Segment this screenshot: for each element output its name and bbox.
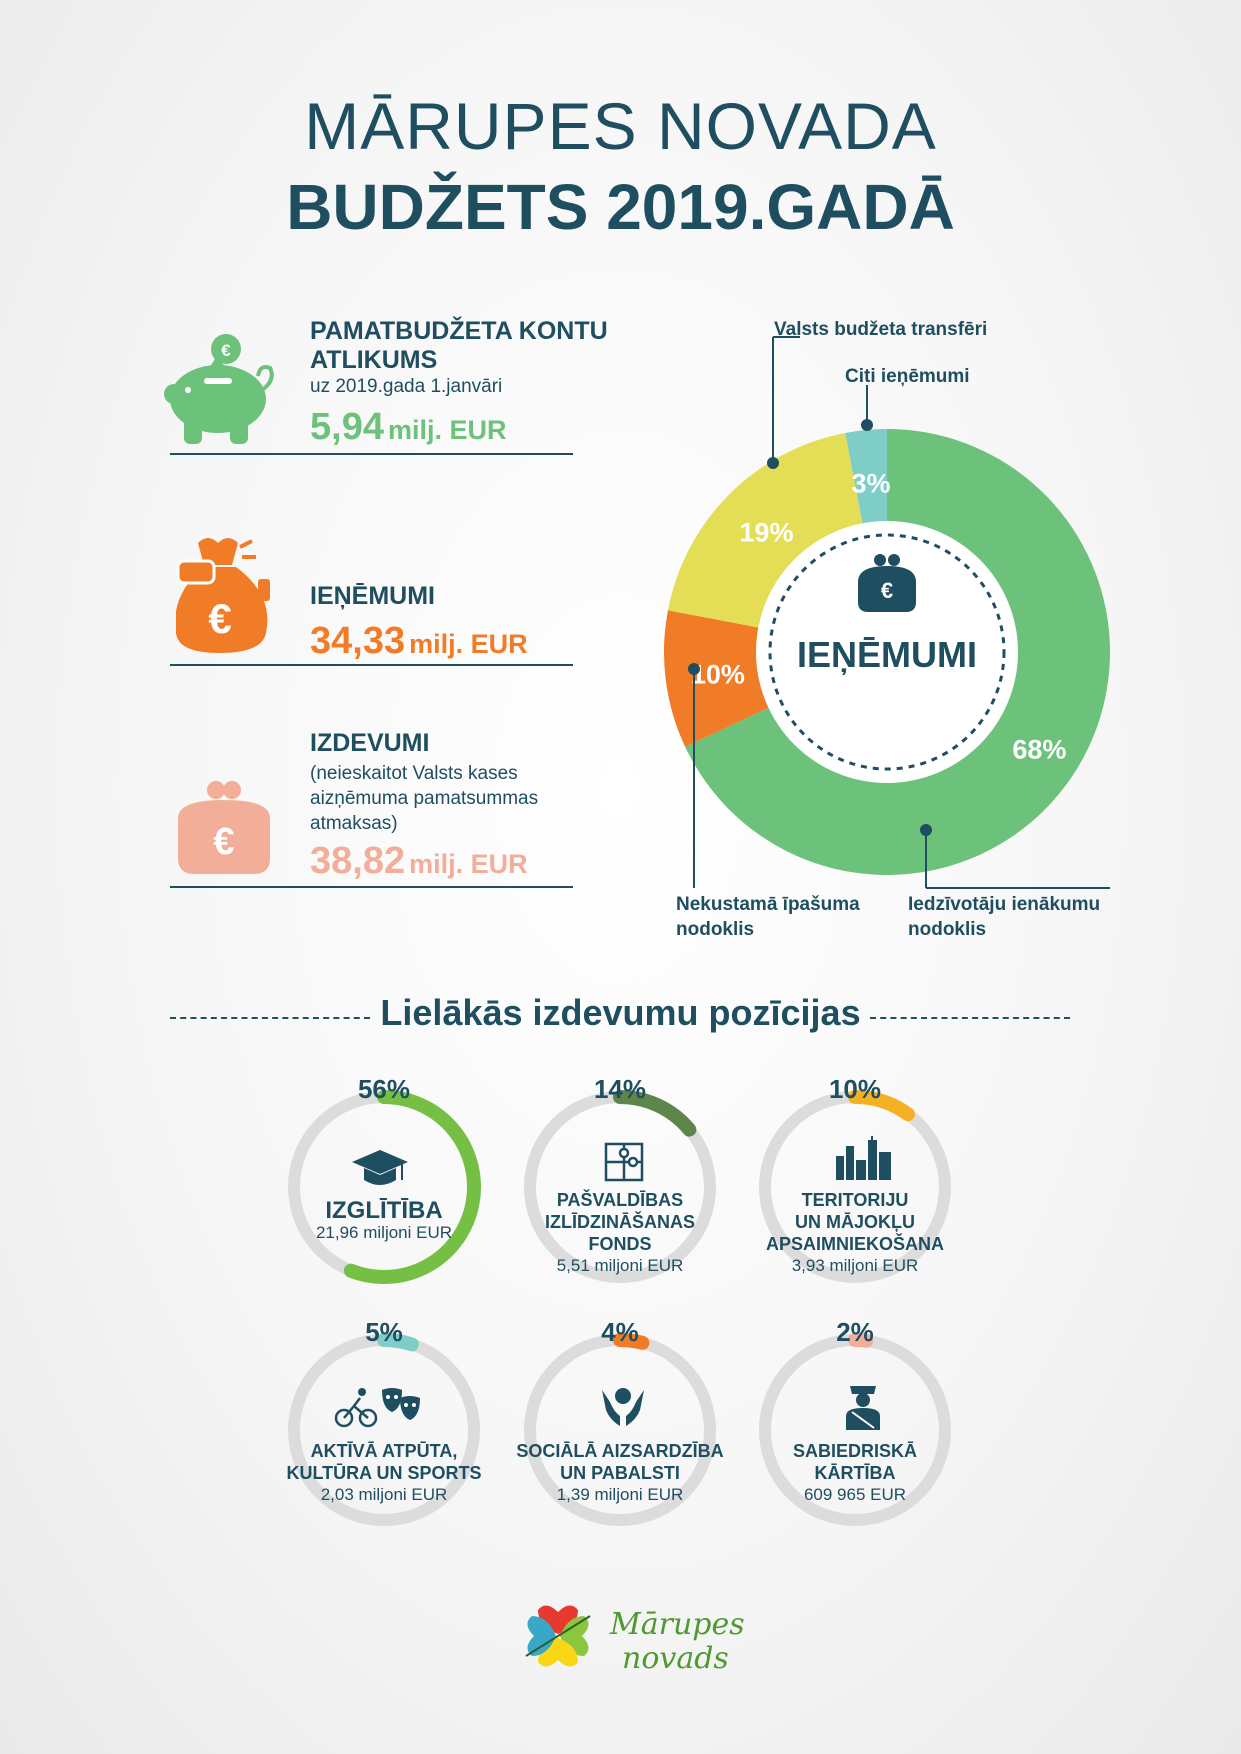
ring-name-line: TERITORIJU (801, 1190, 909, 1210)
bike-masks-icon (334, 1388, 420, 1428)
expense-heading: IZDEVUMI (310, 729, 430, 757)
page-title-line2: BUDŽETS 2019.GADĀ (286, 171, 955, 243)
revenue-unit: milj. EUR (409, 629, 528, 659)
ring-name-line: IZGLĪTĪBA (325, 1197, 443, 1224)
donut-center-label: IEŅĒMUMI (797, 634, 977, 675)
revenue-number: 34,33 (310, 620, 406, 662)
ring-name-line: APSAIMNIEKOŠANA (765, 1234, 944, 1254)
ring-percent: 56% (357, 1074, 411, 1104)
ring-label-equalization-fund: PAŠVALDĪBAS IZLĪDZINĀŠANAS FONDS 5,51 mi… (520, 1189, 720, 1277)
balance-heading: PAMATBUDŽETA KONTU ATLIKUMS (310, 317, 608, 374)
leader-lines (688, 336, 1110, 889)
revenue-value: 34,33 milj. EUR (310, 620, 528, 663)
ring-name-line: KULTŪRA UN SPORTS (286, 1463, 482, 1483)
ring-name-line: FONDS (588, 1234, 652, 1254)
slice-transfers (667, 432, 865, 630)
ring-amount: 2,03 miljoni EUR (320, 1485, 448, 1504)
svg-text:€: € (881, 578, 893, 603)
purse-icon: € (178, 781, 270, 874)
slice-percent-label: 3% (851, 468, 890, 498)
expense-value: 38,82 milj. EUR (310, 840, 528, 883)
ring-percent: 14% (593, 1074, 647, 1104)
city-icon (836, 1136, 891, 1180)
ring-value-arc (613, 1090, 697, 1137)
puzzle-icon (604, 1142, 644, 1182)
revenue-heading: IEŅĒMUMI (310, 582, 435, 610)
ring-amount: 5,51 miljoni EUR (556, 1256, 684, 1275)
ring-label-culture-sports: AKTĪVĀ ATPŪTA, KULTŪRA UN SPORTS 2,03 mi… (274, 1440, 494, 1506)
ring-label-territory: TERITORIJU UN MĀJOKĻU APSAIMNIEKOŠANA 3,… (755, 1189, 955, 1277)
ring-percent: 4% (601, 1317, 639, 1347)
policeman-icon (846, 1386, 880, 1430)
ring-amount: 1,39 miljoni EUR (556, 1485, 684, 1504)
dashed-divider (170, 1017, 370, 1019)
ring-label-public-order: SABIEDRISKĀ KĀRTĪBA 609 965 EUR (755, 1440, 955, 1506)
expense-subtitle: (neieskaitot Valsts kases aizņēmuma pama… (310, 763, 539, 834)
logo-text: Mārupes novads (610, 1608, 745, 1676)
pie-label-income-tax: Iedzīvotāju ienākumu nodoklis (908, 894, 1101, 940)
ring-name-line: KĀRTĪBA (814, 1463, 896, 1483)
graduation-cap-icon (352, 1150, 408, 1185)
ring-value-arc (613, 1333, 650, 1350)
ring-name-line: UN MĀJOKĻU (795, 1212, 915, 1232)
ring-percent: 10% (828, 1074, 882, 1104)
divider (170, 886, 573, 888)
page-title-line1: MĀRUPES NOVADA (304, 89, 937, 163)
expense-number: 38,82 (310, 840, 406, 882)
ring-amount: 609 965 EUR (803, 1485, 907, 1504)
ring-value-arc (848, 1090, 915, 1122)
expense-unit: milj. EUR (409, 849, 528, 879)
slice-percent-label: 10% (691, 659, 745, 689)
logo-line2: novads (622, 1641, 729, 1676)
ring-value-arc (343, 1090, 481, 1284)
ring-label-social: SOCIĀLĀ AIZSARDZĪBA UN PABALSTI 1,39 mil… (510, 1440, 730, 1506)
ring-label-education: IZGLĪTĪBA 21,96 miljoni EUR (284, 1197, 484, 1244)
slice-other (845, 429, 887, 537)
divider (170, 453, 573, 455)
money-bag-icon: € (176, 538, 270, 653)
ring-amount: 3,93 miljoni EUR (791, 1256, 919, 1275)
svg-text:€: € (221, 341, 231, 360)
expenses-section-title: Lielākās izdevumu pozīcijas (380, 992, 861, 1033)
slice-percent-label: 68% (1012, 735, 1066, 765)
slice-percent-label: 19% (739, 517, 793, 547)
ring-name-line: PAŠVALDĪBAS (556, 1190, 684, 1210)
divider (170, 664, 573, 666)
balance-value: 5,94 milj. EUR (310, 406, 507, 449)
balance-subtitle: uz 2019.gada 1.janvāri (310, 376, 503, 397)
ring-name-line: SOCIĀLĀ AIZSARDZĪBA (516, 1441, 724, 1461)
ring-name-line: UN PABALSTI (560, 1463, 680, 1483)
balance-number: 5,94 (310, 406, 384, 448)
revenue-donut-chart: € IEŅĒMUMI 68% 10% 19% 3% (664, 336, 1110, 889)
logo-line1: Mārupes (610, 1607, 745, 1642)
pie-label-other: Citi ieņēmumi (845, 366, 970, 387)
pie-label-transfers: Valsts budžeta transfēri (774, 319, 988, 340)
hands-icon (602, 1388, 644, 1426)
purse-icon: € (858, 554, 916, 612)
ring-name-line: IZLĪDZINĀŠANAS (545, 1212, 695, 1232)
ring-amount: 21,96 miljoni EUR (315, 1223, 453, 1242)
ring-name-line: SABIEDRISKĀ (792, 1441, 917, 1461)
svg-text:€: € (213, 821, 234, 863)
dashed-divider (870, 1017, 1070, 1019)
piggy-bank-icon: € (164, 334, 274, 444)
svg-text:€: € (208, 595, 231, 642)
slice-income-tax (685, 429, 1110, 875)
ring-value-arc (848, 1333, 874, 1348)
ring-percent: 5% (365, 1317, 403, 1347)
pie-label-property-tax: Nekustamā īpašuma nodoklis (676, 894, 860, 940)
ring-percent: 2% (836, 1317, 874, 1347)
clover-logo-icon (525, 1605, 591, 1667)
ring-name-line: AKTĪVĀ ATPŪTA, (310, 1441, 458, 1461)
balance-unit: milj. EUR (387, 415, 507, 445)
ring-value-arc (377, 1332, 419, 1352)
